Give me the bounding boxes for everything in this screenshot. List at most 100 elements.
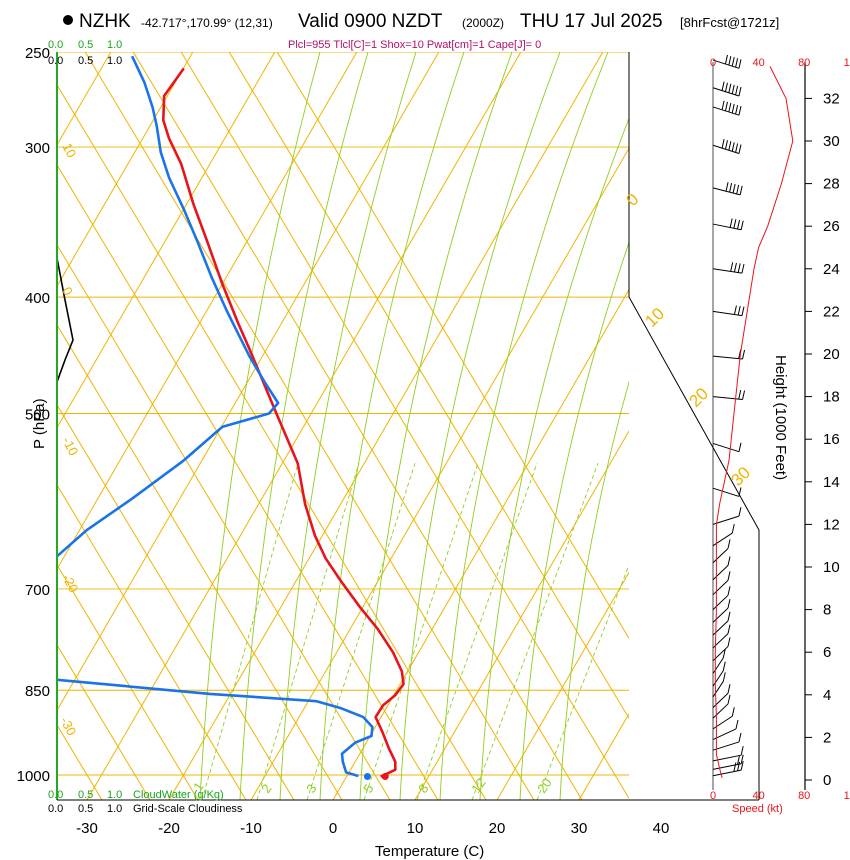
isotherm-line <box>86 52 522 800</box>
mixing-ratio-line <box>306 463 416 800</box>
wind-barb-flag <box>722 648 726 659</box>
wind-barb-flag <box>731 707 735 717</box>
wind-barb-flag <box>735 719 739 730</box>
temperature-tick-label: 10 <box>407 820 424 837</box>
moist-adiabat-line <box>519 241 629 800</box>
wind-barb-flag <box>735 104 739 115</box>
dry-adiabat-line <box>57 84 487 800</box>
bottom-cloudwater-tick: 0.5 <box>78 789 93 801</box>
isotherm-label-right: 0 <box>622 190 642 210</box>
wind-barb-flag <box>738 389 742 400</box>
speed-top-tick: 80 <box>798 57 810 69</box>
mixing-ratio-label: 20 <box>534 775 555 795</box>
isotherm-line <box>661 52 850 800</box>
cloudwater-label: CloudWater (g/Kg) <box>133 789 224 801</box>
top-cloudiness-tick: 1.0 <box>107 55 122 67</box>
wind-barb <box>712 565 729 581</box>
wind-barb <box>712 223 742 231</box>
speed-bottom-tick: 12 <box>844 790 850 802</box>
wind-barb-flag <box>728 102 732 113</box>
wind-barb <box>712 515 740 525</box>
wind-barb-flag <box>737 761 741 771</box>
mixing-ratio-line <box>363 463 479 800</box>
mixing-ratio-label: 12 <box>468 775 489 795</box>
wind-barb-flag <box>721 139 725 149</box>
cloudiness-label: Grid-Scale Cloudiness <box>133 803 243 815</box>
wind-barb-flag <box>737 219 741 230</box>
wind-barb <box>712 692 729 708</box>
top-cloudwater-tick: 0.0 <box>48 39 63 51</box>
temperature-tick-label: 20 <box>489 820 506 837</box>
wind-barb-flag <box>727 624 731 634</box>
isotherm-line <box>57 52 194 288</box>
bottom-cloudwater-tick: 1.0 <box>107 789 122 801</box>
wind-barb-flag <box>741 263 745 274</box>
bottom-cloudiness-tick: 0.5 <box>78 803 93 815</box>
mixing-ratio-label: 5 <box>360 781 376 796</box>
temperature-tick-label: -10 <box>240 820 262 837</box>
header: NZHK -42.717°,170.99° (12,31) Valid 0900… <box>63 11 779 51</box>
dry-adiabat-line <box>57 324 343 800</box>
wind-barb <box>712 670 724 687</box>
wind-barb-flag <box>733 305 737 315</box>
height-tick-label: 6 <box>823 644 831 661</box>
top-cloudiness-tick: 0.0 <box>48 55 63 67</box>
wind-barb-flag <box>731 57 735 67</box>
speed-bottom-tick: 80 <box>798 790 810 802</box>
dry-adiabat-line <box>57 644 151 800</box>
height-tick-label: 32 <box>823 90 840 107</box>
wind-barb-flag <box>731 84 735 94</box>
pressure-tick-label: 250 <box>25 45 50 62</box>
isotherm-line <box>250 147 629 800</box>
speed-label: Speed (kt) <box>732 803 783 815</box>
wind-barb-flag <box>727 598 731 609</box>
wind-barb <box>712 620 729 636</box>
wind-barb <box>712 87 740 97</box>
wind-barb-flag <box>738 86 742 97</box>
wind-barb-flag <box>735 85 739 96</box>
isotherm-label-right: 30 <box>727 463 754 490</box>
moist-adiabat-line <box>399 52 561 800</box>
valid-date: THU 17 Jul 2025 <box>520 11 663 32</box>
mixing-ratio-line <box>201 463 299 800</box>
mixing-ratio-line <box>536 564 629 800</box>
moist-adiabat-line <box>559 380 629 800</box>
height-tick-label: 24 <box>823 261 840 278</box>
top-cloudwater-tick: 1.0 <box>107 39 122 51</box>
y-axis-label: P (hPa) <box>31 398 48 449</box>
height-tick-label: 26 <box>823 218 840 235</box>
wind-barb <box>712 106 740 116</box>
wind-barb-flag <box>736 184 740 195</box>
temperature-tick-label: 30 <box>571 820 588 837</box>
dry-adiabat-line <box>57 484 247 800</box>
height-tick-label: 4 <box>823 687 831 704</box>
wind-barb-flag <box>732 183 736 194</box>
wind-barb-flag <box>733 762 737 772</box>
wind-barb-flag <box>730 262 734 272</box>
wind-barb-flag <box>724 101 728 111</box>
height-tick-label: 14 <box>823 474 840 491</box>
wind-barb-flag <box>725 182 729 192</box>
pressure-tick-label: 500 <box>25 407 50 424</box>
wind-barb-flag <box>721 81 725 91</box>
sounding-profiles <box>57 55 405 781</box>
plot-frame <box>56 52 806 801</box>
wind-barb-flag <box>731 103 735 114</box>
station-id: NZHK <box>79 11 131 32</box>
wind-barb <box>712 268 743 274</box>
wind-barb <box>712 580 729 596</box>
wind-barb-flag <box>728 83 732 93</box>
pressure-tick-label: 300 <box>25 140 50 157</box>
temperature-line <box>162 67 405 778</box>
wind-barb-flag <box>739 185 743 195</box>
mixing-ratio-line <box>471 463 599 800</box>
wind-barb-flag <box>740 746 744 756</box>
valid-time: Valid 0900 NZDT <box>298 11 443 32</box>
moist-adiabat-line <box>359 52 513 800</box>
plot-right-slant <box>628 296 760 800</box>
wind-barb-flag <box>729 218 733 228</box>
isotherm-label: 10 <box>59 140 79 160</box>
wind-barb-flag <box>721 100 725 110</box>
wind-barb-flag <box>740 760 744 771</box>
